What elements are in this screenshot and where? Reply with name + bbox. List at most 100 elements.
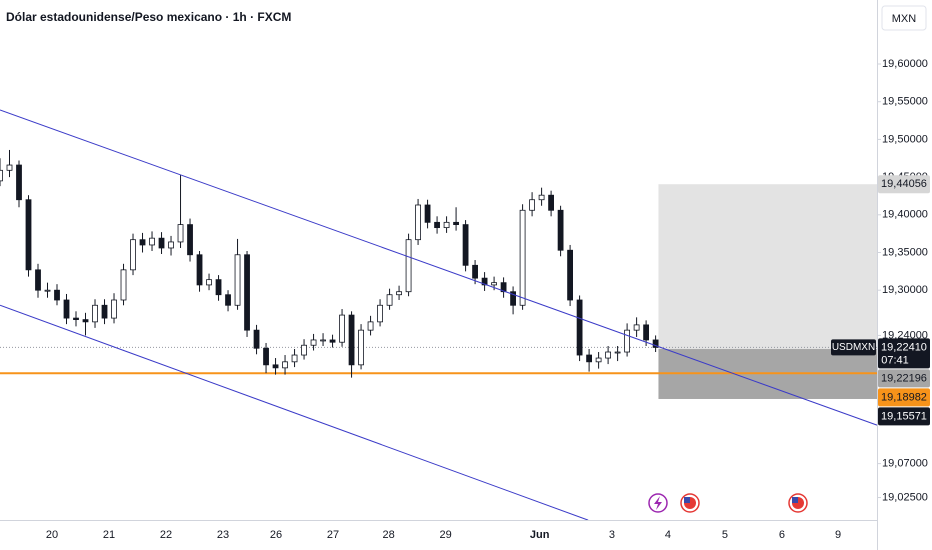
lightning [654, 496, 662, 510]
chart-title: Dólar estadounidense/Peso mexicano · 1h … [6, 10, 291, 24]
candle-body [130, 239, 136, 271]
candle-body [54, 289, 60, 301]
x-tick-label: 20 [46, 529, 58, 541]
y-tick-label: 19,35000 [882, 246, 928, 258]
candle-body [272, 364, 279, 369]
x-tick-label: 28 [382, 529, 394, 541]
x-tick-label: Jun [530, 529, 550, 541]
symbol-tag-bg [831, 339, 876, 356]
candle-body [548, 194, 554, 211]
candle-body [244, 254, 250, 331]
candle-body [44, 289, 51, 292]
plot [0, 109, 878, 521]
x-tick-label: 27 [327, 529, 339, 541]
candle-body [329, 339, 336, 343]
candle-body [339, 314, 345, 343]
candle-body [310, 339, 317, 346]
candle-body [111, 299, 117, 319]
trend-line [0, 304, 589, 521]
candle-body [396, 291, 402, 296]
candle-body [643, 324, 650, 341]
x-tick-label: 22 [160, 529, 172, 541]
candle-body [73, 317, 79, 320]
candle-body [481, 277, 488, 286]
candle-body [358, 329, 364, 366]
flag-canton [792, 497, 798, 503]
candle-body [6, 164, 13, 171]
countdown: 07:41 [881, 354, 909, 366]
candle-body [92, 304, 98, 323]
price-label-bg [878, 369, 930, 388]
candle-body [158, 237, 165, 249]
y-tick-label: 19,40000 [882, 209, 928, 221]
x-tick-label: 21 [103, 529, 115, 541]
trend-line [0, 109, 878, 426]
candle-body [624, 329, 631, 353]
candle-body [139, 239, 146, 246]
candle-body [472, 264, 478, 279]
candle-body [377, 304, 383, 323]
profit-zone [658, 184, 877, 350]
price-label: 19,44056 [881, 178, 927, 190]
candle-body [82, 319, 89, 323]
candle-body [16, 164, 22, 201]
currency-box[interactable] [881, 5, 927, 31]
candle-body [348, 314, 355, 366]
candle-body [63, 299, 70, 319]
candle-body [206, 279, 212, 286]
price-label: 19,22410 [881, 341, 927, 353]
candle-body [225, 294, 231, 306]
event-icons [648, 493, 808, 513]
candle-body [367, 321, 374, 331]
price-label-bg [878, 407, 930, 426]
candle-body [0, 169, 3, 182]
candle-body [301, 344, 307, 356]
candle-body [35, 269, 41, 291]
currency[interactable]: MXN [892, 13, 917, 25]
candle-body [187, 224, 193, 256]
candle-body [605, 351, 612, 359]
price-label: 19,15571 [881, 410, 927, 422]
candle-body [510, 291, 516, 306]
x-tick-label: 29 [440, 529, 452, 541]
candle-body [586, 354, 593, 363]
candle-body [168, 241, 174, 249]
candle-body [453, 221, 459, 226]
x-tick-label: 23 [217, 529, 229, 541]
candle-body [424, 204, 431, 223]
candle-body [253, 329, 260, 349]
y-tick-label: 19,50000 [882, 133, 928, 145]
y-tick-label: 19,24000 [882, 329, 928, 341]
price-label-bg [878, 175, 930, 194]
price-label-bg [878, 388, 930, 407]
candle-body [519, 209, 526, 306]
x-tick-label: 5 [722, 529, 728, 541]
x-tick-label: 9 [835, 529, 841, 541]
candle-body [25, 199, 32, 271]
candle-body [405, 239, 412, 293]
candle-body [415, 204, 421, 241]
candle-body [282, 361, 288, 369]
candle-body [177, 224, 184, 243]
candle-body [434, 221, 440, 229]
price-label: 19,22196 [881, 372, 927, 384]
y-tick-label: 19,30000 [882, 284, 928, 296]
candle-body [557, 209, 564, 251]
candle-body [263, 347, 269, 366]
candle-body [652, 339, 659, 348]
candle-body [149, 237, 155, 246]
candle-body [633, 324, 640, 331]
x-tick-label: 26 [270, 529, 282, 541]
candle-body [320, 339, 326, 342]
candle-body [386, 294, 393, 306]
candle-body [529, 199, 535, 211]
candle-body [576, 299, 583, 356]
candle-body [614, 351, 621, 354]
candle-body [291, 354, 298, 363]
y-tick-label: 19,55000 [882, 96, 928, 108]
candle-body [595, 357, 602, 363]
x-tick-label: 6 [779, 529, 785, 541]
x-tick-label: 3 [609, 529, 615, 541]
